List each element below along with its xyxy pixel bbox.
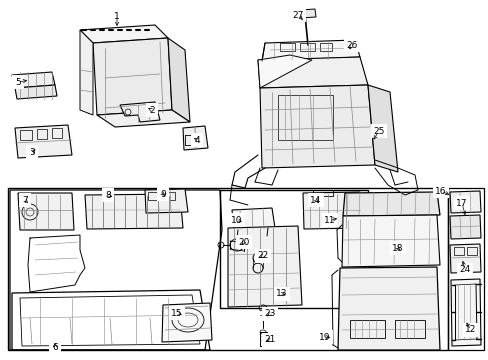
Polygon shape (120, 102, 160, 122)
Bar (319, 43, 331, 51)
Text: 22: 22 (257, 252, 268, 261)
Text: 12: 12 (465, 325, 476, 334)
Polygon shape (227, 226, 302, 307)
Bar (260, 332, 266, 346)
Polygon shape (183, 126, 207, 150)
Text: 18: 18 (391, 243, 403, 252)
Bar (453, 247, 463, 255)
Polygon shape (80, 25, 168, 43)
Text: 8: 8 (105, 190, 111, 199)
Text: 9: 9 (160, 189, 165, 198)
Bar (349, 320, 384, 338)
Bar (8, 188, 447, 350)
Polygon shape (260, 85, 374, 168)
Bar (148, 192, 160, 200)
Bar (312, 190, 332, 196)
Polygon shape (12, 72, 55, 88)
Bar (37, 129, 47, 139)
Polygon shape (341, 215, 439, 267)
Bar (163, 192, 175, 200)
Polygon shape (258, 55, 311, 88)
Text: 11: 11 (324, 216, 335, 225)
Text: 26: 26 (346, 41, 357, 50)
Bar (52, 128, 62, 138)
Bar (20, 130, 32, 140)
Polygon shape (258, 57, 367, 88)
Polygon shape (337, 267, 439, 350)
Bar (278, 95, 332, 140)
Polygon shape (231, 208, 274, 230)
Polygon shape (15, 125, 72, 158)
Bar (447, 188, 483, 350)
Polygon shape (18, 193, 74, 230)
Text: 27: 27 (292, 10, 303, 19)
Text: 16: 16 (434, 186, 446, 195)
Text: 3: 3 (29, 148, 35, 157)
Polygon shape (80, 30, 93, 115)
Bar (299, 43, 314, 51)
Polygon shape (367, 85, 397, 172)
Text: 5: 5 (15, 77, 21, 86)
Text: 15: 15 (171, 309, 183, 318)
Bar (220, 190, 367, 308)
Polygon shape (262, 40, 359, 61)
Bar (394, 320, 424, 338)
Text: 7: 7 (22, 195, 28, 204)
Text: 23: 23 (264, 310, 275, 319)
Polygon shape (97, 110, 190, 127)
Text: 6: 6 (52, 342, 58, 351)
Polygon shape (85, 194, 183, 229)
Polygon shape (342, 192, 439, 216)
Text: 19: 19 (319, 333, 330, 342)
Text: 20: 20 (238, 238, 249, 247)
Polygon shape (93, 38, 172, 115)
Text: 10: 10 (231, 216, 242, 225)
Polygon shape (299, 9, 315, 18)
Polygon shape (449, 191, 480, 213)
Text: 2: 2 (149, 105, 155, 114)
Polygon shape (145, 189, 187, 213)
Polygon shape (449, 244, 480, 273)
Text: 17: 17 (455, 198, 467, 207)
Text: 1: 1 (114, 12, 120, 21)
Polygon shape (15, 85, 57, 99)
Text: 24: 24 (458, 266, 469, 274)
Polygon shape (162, 303, 212, 342)
Text: 21: 21 (264, 336, 275, 345)
Text: 14: 14 (310, 195, 321, 204)
Text: 13: 13 (276, 289, 287, 298)
Bar (280, 43, 294, 51)
Text: 25: 25 (372, 126, 384, 135)
Polygon shape (450, 279, 480, 346)
Polygon shape (449, 215, 480, 239)
Polygon shape (303, 192, 361, 229)
Polygon shape (168, 38, 190, 122)
Bar (466, 247, 476, 255)
Text: 4: 4 (194, 135, 200, 144)
